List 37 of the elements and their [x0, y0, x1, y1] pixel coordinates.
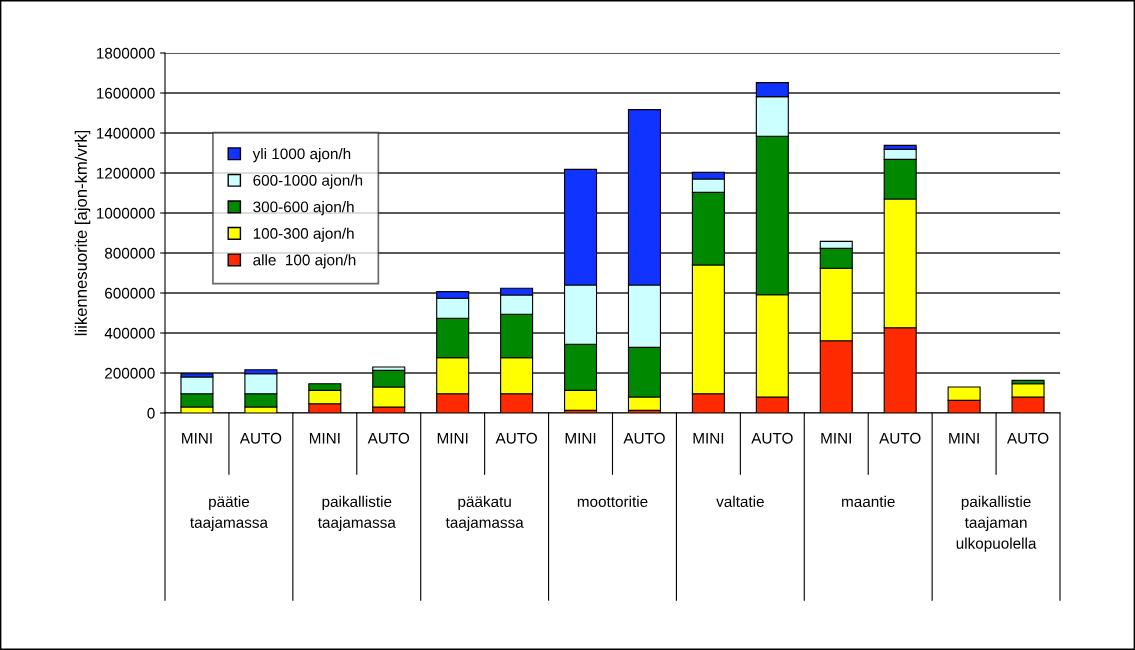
x-tick-label: MINI	[821, 433, 851, 444]
x-tick-label: MINI	[437, 433, 468, 444]
y-tick-label: 1400000	[96, 127, 155, 139]
legend-label: 100-300 ajon/h	[253, 227, 354, 242]
x-tick-label: MINI	[949, 433, 979, 444]
y-tick-label: 600000	[105, 287, 155, 299]
legend-label: alle 100 ajon/h	[253, 254, 356, 269]
y-tick-label: 400000	[104, 327, 155, 339]
y-tick-label: 1200000	[96, 167, 155, 179]
x-tick-label: AUTO	[623, 432, 665, 444]
legend-label: 600-1000 ajon/h	[253, 174, 363, 189]
legend-label: yli 1000 ajon/h	[252, 148, 351, 163]
text: maantie	[842, 495, 895, 508]
x-tick-label: MINI	[565, 433, 596, 444]
x-tick-label: AUTO	[495, 432, 537, 444]
text: moottoritie	[577, 495, 648, 508]
text: paikallistie taajaman ulkopuolella	[956, 495, 1037, 552]
y-tick-label: 1600000	[96, 87, 155, 99]
x-tick-label: MINI	[182, 433, 212, 444]
x-tick-label: AUTO	[1006, 432, 1049, 444]
legend-label: 300-600 ajon/h	[253, 201, 354, 216]
y-tick-label: 1000000	[96, 207, 155, 219]
x-tick-label: AUTO	[879, 432, 921, 444]
y-tick-label: 1800000	[96, 47, 155, 59]
text: päätie taajamassa	[190, 495, 268, 531]
text: paikallistie taajamassa	[317, 495, 396, 531]
text: pääkatu taajamassa	[445, 495, 524, 531]
x-tick-label: MINI	[309, 433, 340, 444]
x-tick-label: AUTO	[367, 432, 410, 444]
y-tick-label: 800000	[104, 247, 155, 259]
x-tick-label: MINI	[693, 433, 724, 444]
y-axis-title: liikennesuorite [ajon-km/vrk]	[74, 130, 91, 336]
x-tick-label: AUTO	[751, 432, 793, 444]
text: valtatie	[716, 495, 764, 508]
x-tick-label: AUTO	[239, 432, 282, 444]
y-tick-label: 200000	[105, 367, 155, 379]
y-tick-label: 0	[147, 407, 155, 419]
